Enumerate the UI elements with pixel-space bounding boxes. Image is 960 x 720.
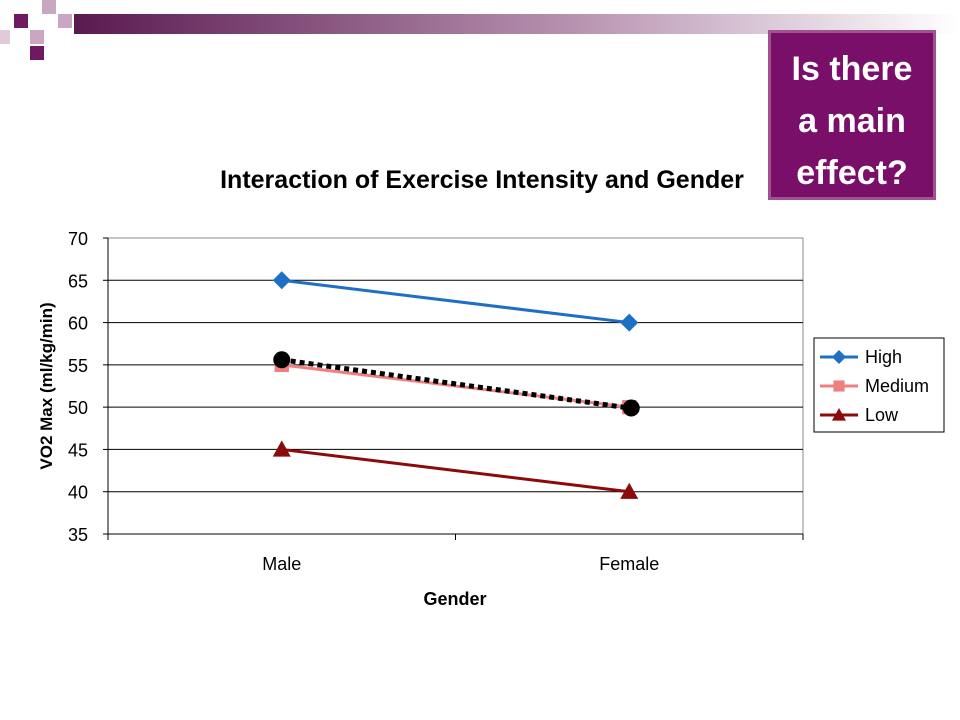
x-tick-label: Female <box>599 554 659 574</box>
legend-marker <box>832 408 846 421</box>
series-line-low <box>281 447 630 494</box>
x-axis-label: Gender <box>423 589 486 609</box>
y-tick-label: 70 <box>68 229 88 249</box>
deco-square <box>14 14 28 28</box>
question-callout: Is there a main effect? <box>768 30 936 200</box>
y-tick-label: 65 <box>68 271 88 291</box>
data-point-high <box>272 271 291 290</box>
y-tick-label: 55 <box>68 356 88 376</box>
deco-square <box>58 14 72 28</box>
slide-decoration <box>0 0 960 60</box>
x-tick-label: Male <box>262 554 301 574</box>
mean-annotation-point <box>273 351 291 369</box>
deco-square <box>42 0 56 14</box>
legend-marker <box>832 350 846 364</box>
legend-label: High <box>865 347 902 367</box>
y-tick-label: 40 <box>68 483 88 503</box>
mean-annotation-line <box>281 357 630 411</box>
legend-marker <box>833 380 845 392</box>
data-point-high <box>620 313 639 332</box>
y-axis-label: VO2 Max (ml/kg/min) <box>37 302 56 469</box>
y-tick-label: 45 <box>68 440 88 460</box>
mean-annotation-point <box>622 399 640 417</box>
chart-title: Interaction of Exercise Intensity and Ge… <box>220 166 744 194</box>
callout-line: a main <box>798 102 906 140</box>
deco-square <box>30 30 44 44</box>
deco-square <box>0 30 10 44</box>
legend-label: Low <box>865 405 899 425</box>
y-tick-label: 60 <box>68 314 88 334</box>
y-tick-label: 50 <box>68 398 88 418</box>
title-gradient-bar <box>74 14 960 34</box>
callout-line: Is there <box>791 50 913 88</box>
chart-legend: High Medium Low <box>813 337 945 433</box>
series-line-high <box>281 278 630 325</box>
deco-square <box>30 46 44 60</box>
y-tick-label: 35 <box>68 525 88 545</box>
data-point-low <box>620 482 639 499</box>
legend-label: Medium <box>865 376 929 396</box>
callout-line: effect? <box>796 154 908 192</box>
data-point-low <box>272 440 291 457</box>
plot-area: 35 40 45 50 55 60 65 70 Male Female <box>68 229 804 574</box>
